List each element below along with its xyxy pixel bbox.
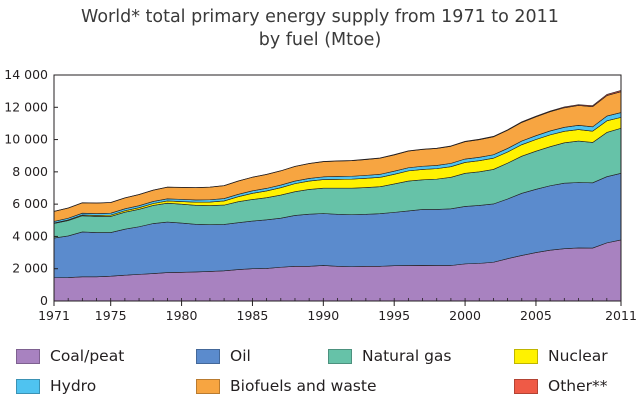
legend-label: Nuclear [548,347,608,365]
legend-item-oil: Oil [196,344,251,368]
legend-label: Coal/peat [50,347,125,365]
legend-item-hydro: Hydro [16,374,96,398]
legend-swatch [196,378,220,394]
legend-swatch [328,348,352,364]
legend-item-biofuels-and-waste: Biofuels and waste [196,374,377,398]
legend-swatch [16,378,40,394]
y-tick-label: 0 [40,293,48,308]
legend-label: Hydro [50,377,97,395]
y-tick-label: 2 000 [12,261,48,276]
x-tick-label: 2000 [449,308,481,323]
y-tick-label: 14 000 [4,67,48,82]
y-tick-label: 4 000 [12,228,48,243]
x-tick-label: 1971 [38,308,70,323]
legend-swatch [16,348,40,364]
legend-item-nuclear: Nuclear [514,344,608,368]
y-tick-label: 10 000 [4,132,48,147]
chart-title-line-2: by fuel (Mtoe) [258,30,382,50]
legend-label: Other** [548,377,608,395]
legend-label: Biofuels and waste [230,377,377,395]
area-series-group [53,90,622,302]
legend-swatch [514,378,538,394]
stacked-area-chart: 0 2 000 4 000 6 000 8 000 10 000 12 000 14 000 1… [4,67,637,323]
legend-swatch [514,348,538,364]
x-tick-label: 1995 [378,308,410,323]
legend-item-coal-peat: Coal/peat [16,344,124,368]
y-tick-label: 12 000 [4,99,48,114]
legend-label: Oil [230,347,251,365]
axes-group: 0 2 000 4 000 6 000 8 000 10 000 12 000 14 000 1… [4,67,637,323]
legend-label: Natural gas [362,347,452,365]
chart-title: World* total primary energy supply from … [0,6,640,52]
y-tick-label: 8 000 [12,164,48,179]
x-tick-label: 1975 [95,308,127,323]
x-tick-label: 1990 [307,308,339,323]
legend-item-natural-gas: Natural gas [328,344,452,368]
y-tick-label: 6 000 [12,196,48,211]
legend-swatch [196,348,220,364]
x-tick-label: 2005 [520,308,552,323]
x-tick-label: 1980 [166,308,198,323]
chart-legend: Coal/peat Oil Natural gas Nuclear Hydro Biofu… [0,340,640,410]
x-tick-label: 2011 [605,308,637,323]
x-tick-label: 1985 [237,308,269,323]
chart-title-line-1: World* total primary energy supply from … [81,7,559,27]
legend-item-other: Other** [514,374,608,398]
